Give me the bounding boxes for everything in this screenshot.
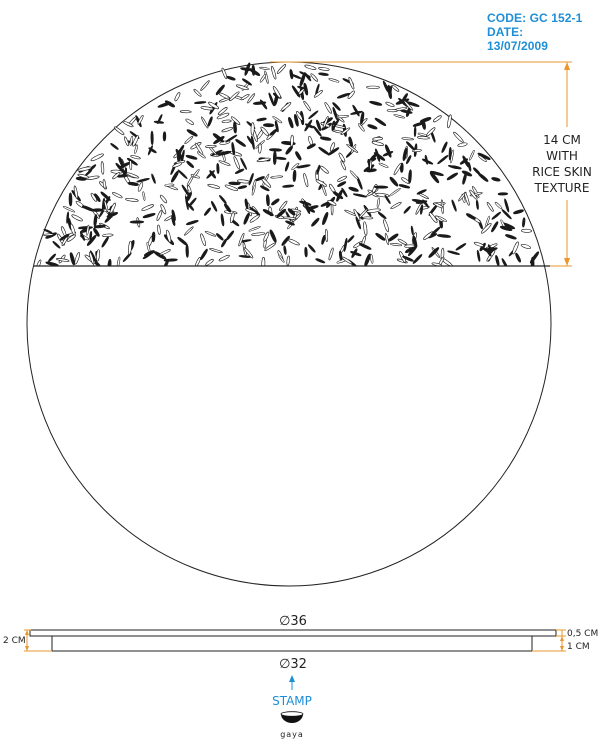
texture-height-dimension (270, 61, 572, 267)
gaya-logo-text: gaya (280, 730, 304, 739)
plate-outline (26, 61, 552, 587)
bottom-diameter-label: ∅32 (279, 657, 307, 672)
rim-base-height-dimensions (532, 629, 566, 652)
texture-note-line-4: TEXTURE (534, 181, 590, 195)
base-height-label: 1 CM (567, 642, 590, 652)
total-height-dimension (24, 629, 52, 652)
texture-note-line-1: 14 CM (543, 133, 581, 147)
texture-note-line-3: RICE SKIN (532, 165, 592, 179)
stamp-label: STAMP (272, 694, 312, 708)
rice-skin-texture (35, 62, 540, 267)
texture-note-line-2: WITH (546, 149, 578, 163)
stamp-arrow (289, 675, 295, 690)
total-height-label: 2 CM (3, 636, 26, 646)
drawing-code: CODE: GC 152-1 (487, 11, 583, 25)
gaya-bowl-logo-icon (280, 711, 304, 723)
drawing-date: DATE: 13/07/2009 (487, 25, 549, 53)
top-diameter-label: ∅36 (279, 614, 307, 629)
plate-side-profile (29, 629, 557, 652)
rim-height-label: 0,5 CM (567, 629, 598, 639)
